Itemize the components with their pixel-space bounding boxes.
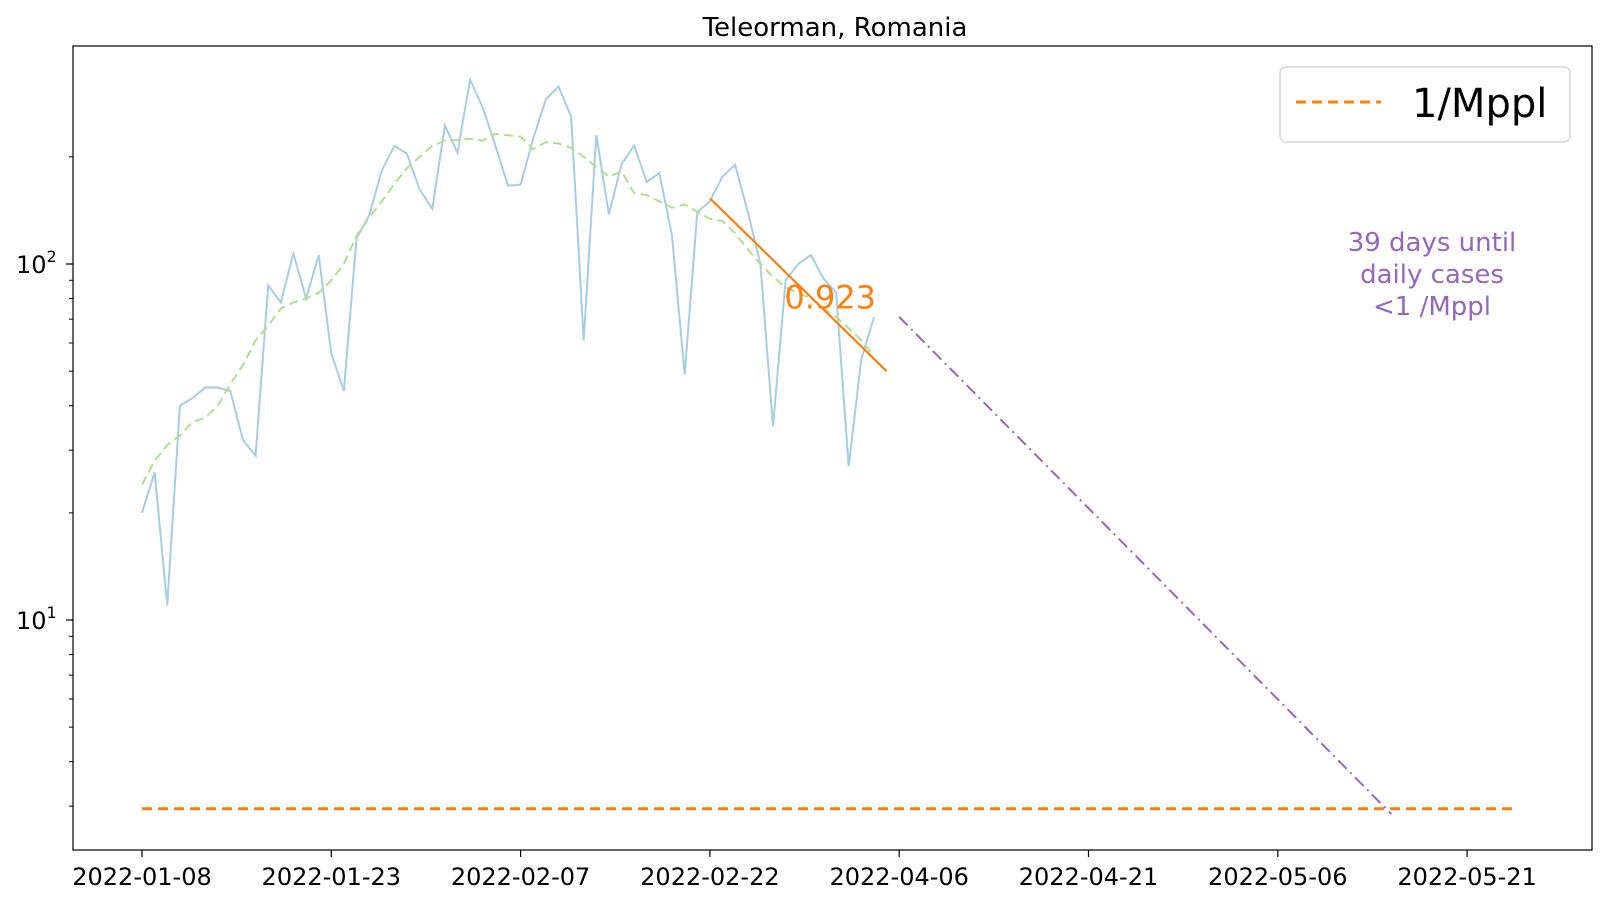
moving-average-line [141, 132, 875, 486]
y-tick-label: 102 [16, 247, 57, 279]
axes: 2022-01-08 2022-01-23 2022-02-07 2022-02-22… [16, 156, 1537, 891]
legend-box [1279, 66, 1571, 143]
projection-line [898, 316, 1393, 815]
daily-cases-line [141, 75, 875, 606]
x-tick-label: 2022-05-06 [1208, 863, 1347, 891]
projection-annotation-line-3: <1 /Mppl [1373, 292, 1491, 322]
legend: 1/Mppl [1279, 66, 1571, 143]
y-tick-label: 101 [16, 603, 57, 635]
fit-slope-label: 0.923 [784, 279, 876, 317]
x-tick-label: 2022-02-07 [451, 863, 590, 891]
x-tick-label: 2022-02-22 [640, 863, 779, 891]
fit-line [709, 197, 888, 372]
projection-annotation-line-2: daily cases [1360, 260, 1504, 290]
x-tick-label: 2022-05-21 [1397, 863, 1536, 891]
chart-title: Teleorman, Romania [702, 13, 968, 43]
x-tick-label: 2022-01-23 [262, 863, 401, 891]
projection-annotation-line-1: 39 days until [1348, 228, 1517, 258]
x-tick-label: 2022-04-21 [1019, 863, 1158, 891]
x-tick-label: 2022-01-08 [72, 863, 211, 891]
x-tick-label: 2022-04-06 [829, 863, 968, 891]
legend-label-threshold: 1/Mppl [1412, 81, 1547, 127]
plot-area [141, 75, 1518, 815]
axes-frame [72, 45, 1593, 851]
